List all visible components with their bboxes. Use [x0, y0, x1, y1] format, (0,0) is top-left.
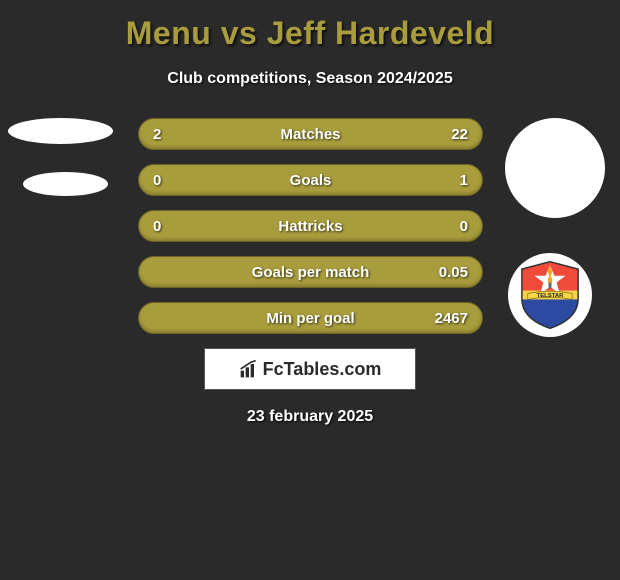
stat-right-value: 0.05 [439, 264, 468, 281]
stat-label: Goals [139, 172, 482, 189]
club-badge: TELSTAR [508, 253, 592, 337]
logo-text: FcTables.com [263, 359, 382, 380]
player-left-avatar-1 [8, 118, 113, 144]
subtitle: Club competitions, Season 2024/2025 [0, 70, 620, 88]
content-area: TELSTAR 2 Matches 22 0 Goals 1 0 Hattric… [0, 118, 620, 426]
stat-right-value: 2467 [435, 310, 468, 327]
stat-left-value: 0 [153, 172, 161, 189]
footer-date: 23 february 2025 [0, 408, 620, 426]
stat-label: Min per goal [139, 310, 482, 327]
stat-right-value: 0 [460, 218, 468, 235]
page-title: Menu vs Jeff Hardeveld [0, 15, 620, 52]
stat-label: Hattricks [139, 218, 482, 235]
comparison-card: Menu vs Jeff Hardeveld Club competitions… [0, 0, 620, 436]
stat-right-value: 22 [451, 126, 468, 143]
player-left-avatars [8, 118, 113, 196]
stat-left-value: 0 [153, 218, 161, 235]
player-right-avatar [505, 118, 605, 218]
stat-row-goals: 0 Goals 1 [138, 164, 483, 196]
stat-row-min-per-goal: Min per goal 2467 [138, 302, 483, 334]
telstar-badge-icon: TELSTAR [513, 258, 587, 332]
chart-icon [239, 359, 259, 379]
player-left-avatar-2 [23, 172, 108, 196]
stat-left-value: 2 [153, 126, 161, 143]
stat-row-goals-per-match: Goals per match 0.05 [138, 256, 483, 288]
stat-row-hattricks: 0 Hattricks 0 [138, 210, 483, 242]
stat-row-matches: 2 Matches 22 [138, 118, 483, 150]
stat-right-value: 1 [460, 172, 468, 189]
stat-label: Goals per match [139, 264, 482, 281]
stat-label: Matches [139, 126, 482, 143]
stats-list: 2 Matches 22 0 Goals 1 0 Hattricks 0 Goa… [138, 118, 483, 334]
logo-text-wrapper: FcTables.com [239, 359, 382, 380]
svg-text:TELSTAR: TELSTAR [537, 293, 565, 299]
fctables-logo[interactable]: FcTables.com [204, 348, 416, 390]
